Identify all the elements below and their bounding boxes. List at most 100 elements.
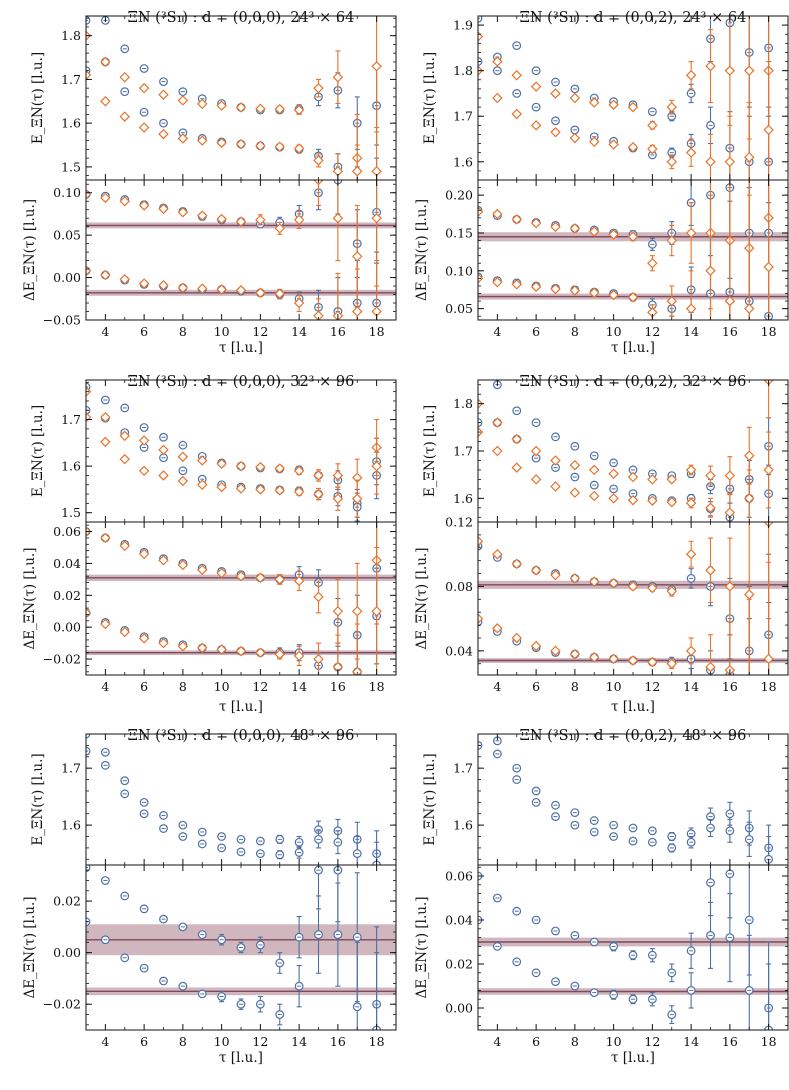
y-tick-label: −0.05	[43, 313, 81, 328]
data-point	[512, 957, 522, 967]
diamond-marker	[216, 481, 227, 493]
diamond-marker	[158, 555, 169, 566]
data-point	[177, 95, 189, 106]
data-point	[371, 546, 382, 675]
data-point	[178, 128, 188, 138]
data-point	[531, 102, 541, 112]
data-point	[120, 44, 130, 54]
data-point	[667, 1005, 677, 1024]
data-point	[216, 458, 227, 470]
data-point	[569, 223, 581, 234]
data-point	[569, 132, 581, 144]
data-point	[589, 652, 600, 663]
y-tick-label: 1.7	[453, 444, 473, 459]
data-point	[177, 559, 189, 571]
data-point	[589, 490, 600, 502]
diamond-marker	[293, 486, 305, 497]
diamond-marker	[86, 607, 92, 619]
y-tick-label: 0.05	[53, 228, 81, 243]
data-point	[371, 437, 382, 495]
diamond-marker	[293, 465, 305, 477]
data-point	[492, 276, 503, 288]
diamond-marker	[119, 274, 130, 285]
diamond-marker	[332, 470, 344, 481]
diamond-marker	[608, 468, 619, 479]
data-point	[647, 143, 658, 155]
data-point	[705, 497, 716, 518]
data-point	[530, 445, 542, 457]
diamond-marker	[313, 470, 324, 481]
diamond-marker	[569, 487, 581, 498]
diamond-marker	[647, 495, 658, 506]
diamond-marker	[666, 156, 677, 168]
data-point	[569, 285, 581, 296]
data-point	[197, 564, 208, 576]
x-tick-label: 6	[140, 679, 148, 694]
diamond-marker	[293, 650, 305, 662]
data-point	[332, 486, 344, 511]
data-point	[724, 187, 736, 320]
data-point	[666, 99, 677, 115]
data-point	[666, 285, 677, 317]
data-point	[511, 462, 522, 473]
data-point	[609, 484, 619, 494]
y-tick-label: 0.00	[53, 270, 81, 285]
data-point	[217, 843, 227, 853]
data-point	[139, 809, 149, 819]
diamond-marker	[255, 103, 266, 114]
data-point	[158, 89, 169, 100]
y-tick-label: 0.20	[445, 188, 473, 203]
y-tick-label: 0.15	[445, 225, 473, 240]
data-point	[608, 468, 619, 479]
data-point	[686, 972, 696, 1009]
diamond-marker	[492, 92, 503, 104]
data-point	[492, 92, 503, 104]
data-point	[492, 66, 502, 76]
x-tick-label: 4	[101, 1034, 109, 1049]
top-subplot: 1.6 1.7 1.8 E_ΞN(τ) [l.u.]	[422, 379, 789, 523]
diamond-marker	[255, 140, 266, 152]
data-point	[235, 102, 247, 113]
y-tick-label: −0.02	[43, 652, 81, 667]
data-point	[705, 29, 716, 104]
data-point	[216, 644, 227, 655]
data-point	[608, 229, 619, 240]
x-tick-label: 14	[291, 324, 307, 339]
diamond-marker	[647, 143, 658, 155]
data-point	[100, 192, 111, 204]
diamond-marker	[589, 490, 600, 502]
data-point	[294, 835, 304, 849]
data-point	[275, 834, 285, 844]
data-point	[255, 849, 265, 859]
data-point	[352, 144, 363, 180]
data-point	[647, 237, 657, 251]
data-point	[531, 968, 541, 978]
diamond-marker	[138, 122, 150, 133]
data-point	[139, 904, 149, 914]
x-tick-label: 12	[252, 1034, 268, 1049]
data-point	[333, 882, 343, 987]
data-point	[550, 88, 561, 99]
y-tick-label: 0.00	[53, 945, 81, 960]
data-point	[550, 455, 561, 466]
data-point	[235, 483, 247, 494]
data-point	[667, 831, 677, 842]
data-point	[332, 578, 344, 644]
data-point	[332, 50, 344, 105]
data-point	[100, 436, 111, 448]
diamond-marker	[313, 488, 324, 500]
diamond-marker	[748, 674, 750, 675]
data-point	[569, 459, 581, 471]
diamond-marker	[138, 465, 150, 477]
data-point	[139, 963, 149, 973]
diamond-marker	[744, 151, 755, 163]
diamond-marker	[119, 111, 130, 122]
x-tick-label: 8	[179, 324, 187, 339]
diamond-marker	[332, 71, 344, 83]
data-point	[255, 484, 266, 495]
diamond-marker	[608, 139, 619, 150]
data-point	[255, 995, 265, 1013]
diamond-marker	[332, 493, 344, 504]
y-tick-label: 0.12	[445, 515, 473, 530]
